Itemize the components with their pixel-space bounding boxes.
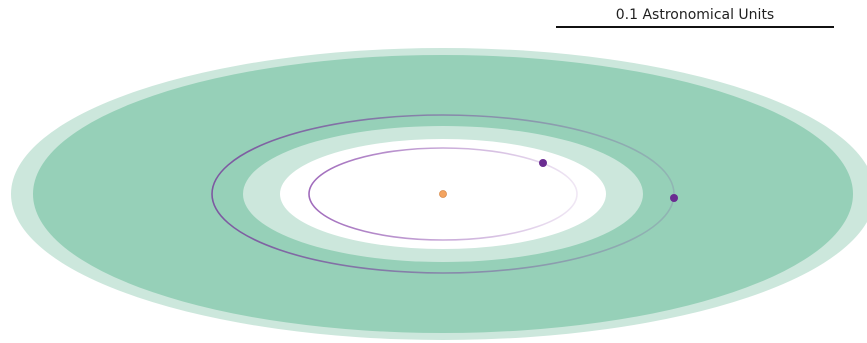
inner-planet <box>539 159 547 167</box>
scale-bar <box>556 26 834 28</box>
star-icon <box>439 190 447 198</box>
scale-bar-label: 0.1 Astronomical Units <box>615 7 775 23</box>
outer-planet <box>670 194 678 202</box>
inner-orbit <box>308 147 578 241</box>
